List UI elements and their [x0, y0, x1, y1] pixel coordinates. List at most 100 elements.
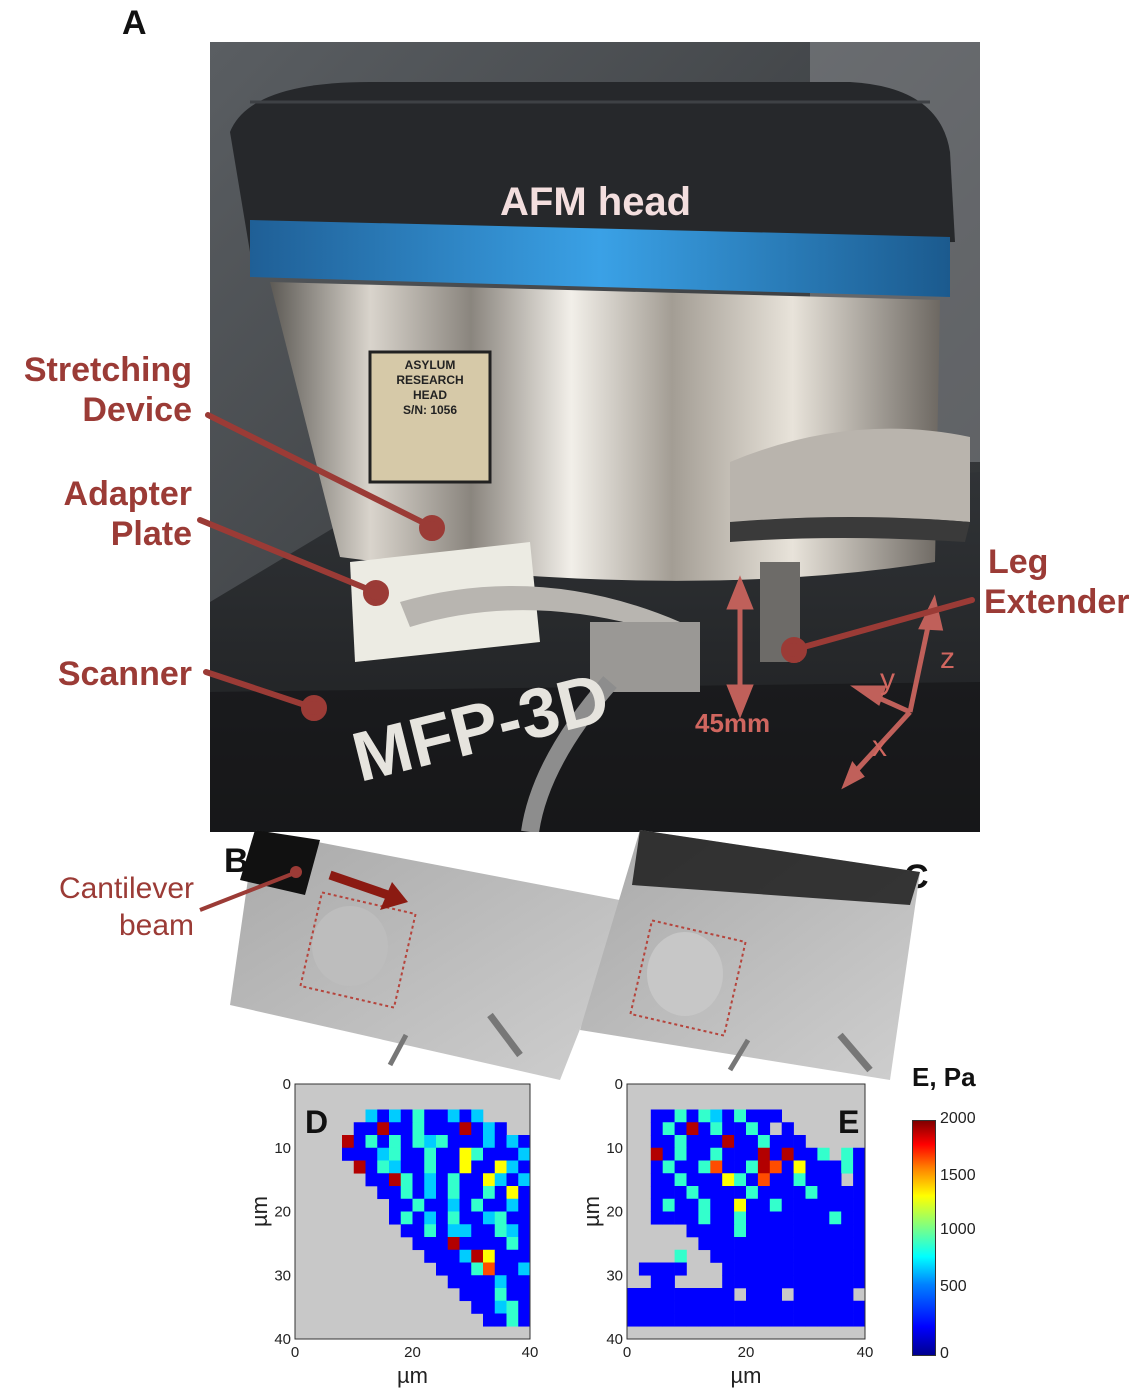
- heatmap-cell: [459, 1198, 472, 1212]
- heatmap-cell: [746, 1173, 759, 1187]
- heatmap-cell: [518, 1275, 531, 1289]
- heatmap-cell: [471, 1211, 484, 1225]
- heatmap-cell: [734, 1224, 747, 1238]
- heatmap-cell: [722, 1313, 735, 1327]
- heatmap-cell: [447, 1147, 460, 1161]
- heatmap-cell: [757, 1186, 771, 1200]
- heatmap-cell: [436, 1147, 449, 1161]
- heatmap-cell: [805, 1275, 818, 1289]
- heatmap-cell: [424, 1186, 437, 1200]
- heatmap-cell: [746, 1109, 759, 1123]
- heatmap-cell: [412, 1122, 425, 1136]
- heatmap-frame: [626, 1083, 866, 1340]
- heatmap-cell: [506, 1147, 519, 1161]
- heatmap-cell: [412, 1173, 425, 1187]
- heatmap-cell: [389, 1186, 402, 1200]
- heatmap-cell: [817, 1288, 830, 1302]
- heatmap-cell: [769, 1237, 782, 1251]
- heatmap-cell: [734, 1275, 747, 1289]
- heatmap-cell: [506, 1237, 519, 1251]
- x-axis-label: µm: [730, 1363, 761, 1388]
- adapter-plate-label: Adapter Plate: [0, 474, 192, 554]
- heatmap-cell: [650, 1300, 663, 1314]
- heatmap-cell: [353, 1122, 366, 1136]
- nameplate: ASYLUM RESEARCH HEAD S/N: 1056: [374, 358, 486, 418]
- heatmap-cell: [757, 1249, 771, 1263]
- heatmap-cell: [342, 1135, 355, 1149]
- x-axis-label: µm: [397, 1363, 428, 1388]
- y-tick-label: 20: [274, 1204, 291, 1221]
- heatmap-cell: [459, 1224, 472, 1238]
- heatmap-cell: [471, 1186, 484, 1200]
- heatmap-cell: [853, 1173, 866, 1187]
- heatmap-cell: [686, 1173, 699, 1187]
- heatmap-cell: [722, 1249, 735, 1263]
- heatmap-cell: [674, 1135, 687, 1149]
- heatmap-cell: [841, 1300, 854, 1314]
- heatmap-cell: [734, 1249, 747, 1263]
- heatmap-cell: [853, 1160, 866, 1174]
- heatmap-cell: [377, 1122, 390, 1136]
- axis-x-label: x: [872, 730, 887, 763]
- heatmap-cell: [518, 1147, 531, 1161]
- heatmap-cell: [841, 1249, 854, 1263]
- heatmap-cell: [638, 1262, 652, 1276]
- nameplate-line4: S/N: 1056: [402, 403, 458, 417]
- heatmap-cell: [841, 1198, 854, 1212]
- heatmap-cell: [793, 1300, 806, 1314]
- y-axis-label: µm: [247, 1196, 272, 1227]
- heatmap-cell: [734, 1300, 747, 1314]
- heatmap-cell: [424, 1249, 437, 1263]
- heatmap-cell: [698, 1288, 711, 1302]
- heatmap-cell: [518, 1300, 531, 1314]
- heatmap-cell: [389, 1160, 402, 1174]
- heatmap-cell: [662, 1173, 675, 1187]
- heatmap-cell: [471, 1224, 484, 1238]
- heatmap-cell: [805, 1198, 818, 1212]
- stretching-device-label-line1: Stretching: [23, 351, 192, 389]
- heatmap-cell: [793, 1275, 806, 1289]
- heatmap-cell: [769, 1275, 782, 1289]
- heatmap-cell: [686, 1147, 699, 1161]
- heatmap-cell: [459, 1262, 472, 1276]
- heatmap-cell: [698, 1224, 711, 1238]
- heatmap-cell: [506, 1135, 519, 1149]
- heatmap-cell: [459, 1275, 472, 1289]
- heatmap-cell: [412, 1147, 425, 1161]
- heatmap-cell: [829, 1262, 842, 1276]
- heatmap-cell: [805, 1173, 818, 1187]
- heatmap-cell: [494, 1288, 507, 1302]
- heatmap-cell: [841, 1262, 854, 1276]
- heatmap-cell: [650, 1186, 663, 1200]
- heatmap-cell: [447, 1237, 460, 1251]
- heatmap-cell: [757, 1275, 771, 1289]
- cantilever-label-line1: Cantilever: [58, 872, 194, 905]
- heatmap-cell: [436, 1122, 449, 1136]
- stretching-device-label: Stretching Device: [0, 350, 192, 430]
- heatmap-cell: [746, 1237, 759, 1251]
- heatmap-cell: [400, 1109, 413, 1123]
- heatmap-cell: [817, 1198, 830, 1212]
- heatmap-cell: [650, 1262, 663, 1276]
- afm-photo: MFP-3D: [210, 42, 980, 832]
- heatmap-cell: [377, 1135, 390, 1149]
- heatmap-cell: [389, 1109, 402, 1123]
- heatmap-cell: [805, 1237, 818, 1251]
- heatmap-cell: [412, 1186, 425, 1200]
- heatmap-cell: [662, 1122, 675, 1136]
- y-tick-label: 0: [283, 1076, 291, 1093]
- heatmap-cell: [769, 1160, 782, 1174]
- heatmap-cell: [365, 1173, 378, 1187]
- heatmap-cell: [781, 1262, 794, 1276]
- heatmap-cell: [506, 1173, 519, 1187]
- heatmap-cell: [389, 1173, 402, 1187]
- heatmap-cell: [627, 1300, 640, 1314]
- x-tick-label: 20: [738, 1344, 755, 1361]
- heatmap-cell: [436, 1198, 449, 1212]
- heatmap-cell: [459, 1173, 472, 1187]
- heatmap-cell: [757, 1224, 771, 1238]
- heatmap-cell: [627, 1288, 640, 1302]
- heatmap-cell: [746, 1135, 759, 1149]
- heatmap-cell: [412, 1224, 425, 1238]
- heatmap-cell: [400, 1211, 413, 1225]
